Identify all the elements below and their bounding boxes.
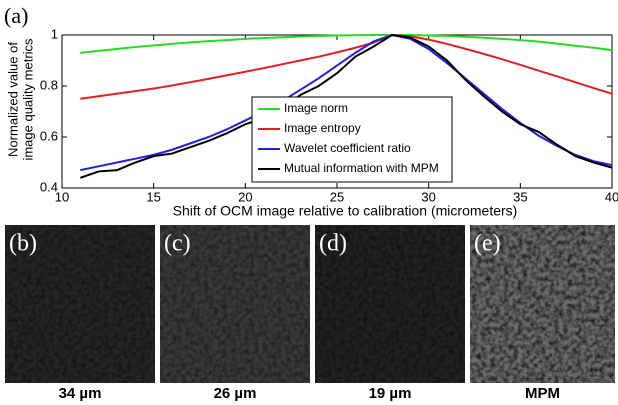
panel-caption: MPM [525, 385, 560, 402]
panel-label: (d) [319, 231, 347, 257]
image-panel [160, 225, 310, 383]
panel-caption: 19 µm [369, 385, 412, 402]
legend-label: Image norm [284, 101, 348, 115]
panel-label: (e) [474, 231, 501, 257]
series-line [80, 33, 613, 179]
image-panel [5, 225, 155, 383]
panel-caption: 34 µm [59, 385, 102, 402]
y-tick-label: 0.4 [40, 179, 58, 194]
legend-label: Mutual information with MPM [284, 161, 439, 175]
panel-label: (a) [4, 3, 28, 28]
image-panel [315, 225, 465, 383]
x-tick-label: 10 [55, 189, 69, 204]
legend-box [251, 96, 453, 183]
y-tick-label: 0.8 [40, 77, 58, 92]
panel-caption: 26 µm [214, 385, 257, 402]
x-tick-label: 25 [330, 189, 344, 204]
panel-label: (c) [164, 231, 191, 257]
x-tick-label: 15 [146, 189, 160, 204]
y-tick-label: 0.6 [40, 128, 58, 143]
legend-label: Wavelet coefficient ratio [284, 141, 411, 155]
image-texture [160, 225, 310, 383]
x-tick-label: 30 [421, 189, 435, 204]
image-texture [5, 225, 155, 383]
y-axis-label: image quality metrics [20, 38, 35, 161]
image-panel [470, 225, 615, 383]
x-tick-label: 40 [605, 189, 618, 204]
legend-label: Image entropy [284, 121, 361, 135]
y-axis-label: Normalized value of [5, 42, 20, 157]
x-tick-label: 20 [238, 189, 252, 204]
x-axis-label: Shift of OCM image relative to calibrati… [173, 203, 518, 219]
x-tick-label: 35 [513, 189, 527, 204]
series-line [80, 33, 613, 100]
image-texture [470, 225, 615, 383]
series-line [80, 34, 613, 54]
panel-label: (b) [9, 231, 37, 257]
y-tick-label: 1 [51, 26, 58, 41]
image-texture [315, 225, 465, 383]
